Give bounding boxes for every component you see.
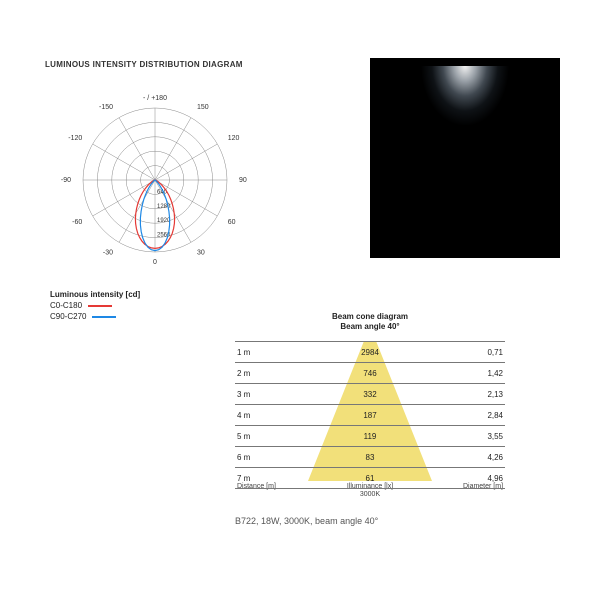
svg-text:150: 150 (197, 104, 209, 111)
product-caption: B722, 18W, 3000K, beam angle 40° (235, 516, 378, 526)
svg-text:-60: -60 (72, 219, 82, 226)
svg-text:0: 0 (153, 259, 157, 266)
svg-text:30: 30 (197, 250, 205, 257)
cone-row: 7 m614,96 (235, 467, 505, 489)
cone-illuminance: 2984 (306, 348, 434, 357)
legend-label: C90-C270 (50, 312, 86, 321)
cone-row: 6 m834,26 (235, 446, 505, 467)
cone-row: 4 m1872,84 (235, 404, 505, 425)
svg-text:-90: -90 (61, 177, 71, 184)
cone-diameter: 0,71 (434, 348, 505, 357)
beam-cone-diagram: Beam cone diagram Beam angle 40° 1 m2984… (235, 312, 505, 499)
cone-distance: 1 m (235, 348, 306, 357)
svg-text:90: 90 (239, 177, 247, 184)
cone-diameter: 2,13 (434, 390, 505, 399)
cone-row: 1 m29840,71 (235, 341, 505, 362)
cone-row: 2 m7461,42 (235, 362, 505, 383)
cone-diameter: 4,96 (434, 474, 505, 483)
svg-text:-30: -30 (103, 250, 113, 257)
legend-swatch (92, 316, 116, 318)
cone-illuminance: 332 (306, 390, 434, 399)
legend: Luminous intensity [cd] C0-C180 C90-C270 (50, 290, 140, 321)
polar-diagram: - / +1800150-150120-12090-9060-6030-3064… (45, 80, 265, 280)
cone-illuminance: 119 (306, 432, 434, 441)
cone-distance: 2 m (235, 369, 306, 378)
cone-title-line2: Beam angle 40° (235, 322, 505, 332)
cone-title-line1: Beam cone diagram (235, 312, 505, 322)
cone-distance: 3 m (235, 390, 306, 399)
cone-illuminance: 187 (306, 411, 434, 420)
legend-item: C90-C270 (50, 312, 140, 321)
cone-distance: 5 m (235, 432, 306, 441)
cone-row: 3 m3322,13 (235, 383, 505, 404)
beam-glow (410, 66, 520, 216)
cone-diameter: 4,26 (434, 453, 505, 462)
cone-distance: 4 m (235, 411, 306, 420)
svg-text:-120: -120 (68, 135, 82, 142)
cone-distance: 6 m (235, 453, 306, 462)
cone-illuminance: 61 (306, 474, 434, 483)
page-title: LUMINOUS INTENSITY DISTRIBUTION DIAGRAM (45, 60, 243, 69)
legend-label: C0-C180 (50, 301, 82, 310)
cone-diameter: 3,55 (434, 432, 505, 441)
beam-photo (370, 58, 560, 258)
svg-text:-150: -150 (99, 104, 113, 111)
legend-swatch (88, 305, 112, 307)
legend-header: Luminous intensity [cd] (50, 290, 140, 299)
svg-text:60: 60 (228, 219, 236, 226)
svg-text:1920: 1920 (157, 218, 171, 224)
svg-text:- / +180: - / +180 (143, 95, 167, 102)
cone-row: 5 m1193,55 (235, 425, 505, 446)
svg-text:120: 120 (228, 135, 240, 142)
cone-illuminance: 746 (306, 369, 434, 378)
cone-illuminance: 83 (306, 453, 434, 462)
cone-diameter: 2,84 (434, 411, 505, 420)
cone-diameter: 1,42 (434, 369, 505, 378)
cone-distance: 7 m (235, 474, 306, 483)
legend-item: C0-C180 (50, 301, 140, 310)
